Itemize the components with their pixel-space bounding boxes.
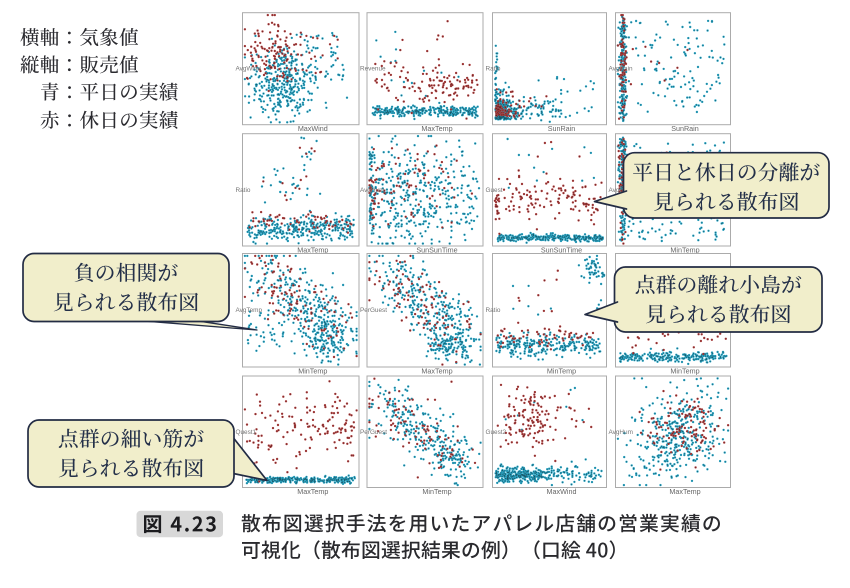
svg-text:AvgWind: AvgWind	[236, 66, 262, 73]
svg-text:PerGuest: PerGuest	[360, 429, 387, 436]
svg-text:Quest1: Quest1	[236, 429, 257, 436]
svg-text:MaxTemp: MaxTemp	[297, 487, 328, 496]
svg-text:Guest: Guest	[486, 187, 503, 194]
svg-text:MaxTemp: MaxTemp	[421, 367, 452, 376]
svg-text:MaxTemp: MaxTemp	[421, 124, 452, 133]
svg-text:MinTemp: MinTemp	[547, 367, 576, 376]
svg-text:Ratio: Ratio	[236, 187, 251, 194]
svg-text:MinTemp: MinTemp	[298, 367, 327, 376]
svg-text:MaxWind: MaxWind	[547, 487, 577, 496]
svg-text:MaxWind: MaxWind	[298, 124, 328, 133]
svg-text:AvgRain: AvgRain	[609, 187, 633, 194]
svg-text:Ratio: Ratio	[486, 66, 501, 73]
svg-text:AvgHum: AvgHum	[609, 429, 633, 436]
svg-text:SunSunTime: SunSunTime	[541, 246, 582, 255]
svg-text:PerGuest: PerGuest	[360, 307, 387, 314]
svg-text:Guest2: Guest2	[486, 429, 507, 436]
svg-text:SunSunTime: SunSunTime	[416, 246, 457, 255]
svg-text:AvgHum: AvgHum	[360, 187, 384, 194]
svg-text:MaxTemp: MaxTemp	[669, 487, 700, 496]
svg-text:MinTemp: MinTemp	[670, 367, 699, 376]
svg-text:AvgRain: AvgRain	[609, 66, 633, 73]
svg-text:AvgTemp: AvgTemp	[236, 307, 263, 314]
svg-text:SunRain: SunRain	[548, 124, 576, 133]
svg-text:MinTemp: MinTemp	[670, 246, 699, 255]
svg-text:Ratio: Ratio	[486, 307, 501, 314]
svg-text:Revenue: Revenue	[360, 66, 386, 73]
svg-text:MinTemp: MinTemp	[422, 487, 451, 496]
svg-text:SunRain: SunRain	[671, 124, 699, 133]
svg-text:MaxTemp: MaxTemp	[297, 246, 328, 255]
